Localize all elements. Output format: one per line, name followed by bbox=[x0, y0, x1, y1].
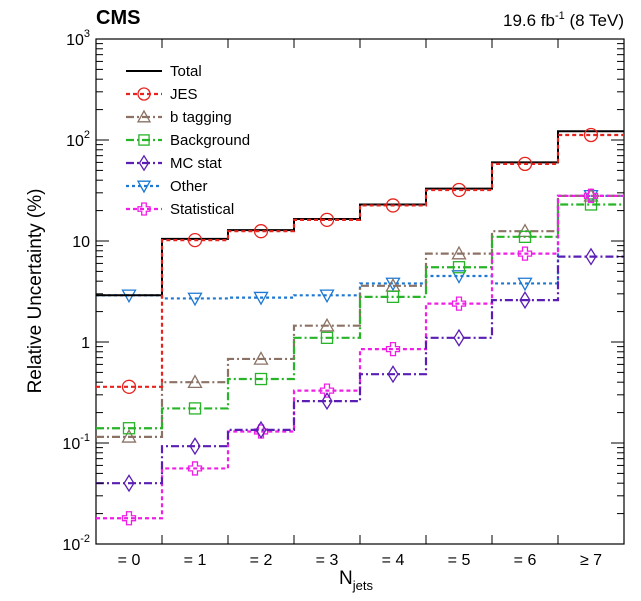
data-point-jes bbox=[451, 182, 467, 198]
legend-label-total: Total bbox=[170, 63, 202, 80]
x-tick-label: = 3 bbox=[316, 552, 339, 569]
legend-marker-background bbox=[138, 134, 150, 146]
data-point-b-tagging bbox=[187, 374, 203, 389]
y-tick-label: 10-1 bbox=[62, 432, 90, 453]
legend-marker-mc-stat bbox=[138, 154, 150, 172]
y-tick-label: 10 bbox=[72, 234, 90, 251]
y-tick-label: 102 bbox=[66, 129, 90, 150]
data-point-mc-stat bbox=[123, 474, 135, 493]
legend-label-mc-stat: MC stat bbox=[170, 155, 223, 172]
y-tick-label: 10-2 bbox=[62, 533, 90, 554]
data-point-background bbox=[320, 331, 334, 344]
x-tick-label: = 0 bbox=[118, 552, 141, 569]
x-axis-title-sub: jets bbox=[352, 578, 374, 593]
data-point-background bbox=[386, 290, 400, 304]
x-tick-label: = 2 bbox=[250, 552, 273, 569]
data-point-background bbox=[122, 422, 136, 435]
x-tick-label: ≥ 7 bbox=[580, 552, 602, 569]
data-point-statistical bbox=[517, 246, 533, 261]
data-point-statistical bbox=[187, 461, 203, 476]
data-point-background bbox=[188, 402, 202, 415]
y-axis-title: Relative Uncertainty (%) bbox=[25, 189, 46, 394]
series-line-statistical bbox=[96, 194, 624, 520]
x-tick-label: = 6 bbox=[514, 552, 537, 569]
data-point-jes bbox=[253, 224, 269, 239]
legend-marker-b-tagging bbox=[136, 109, 152, 123]
legend-marker-statistical bbox=[137, 202, 151, 216]
data-point-other bbox=[319, 289, 335, 304]
data-point-other bbox=[253, 291, 269, 306]
data-point-b-tagging bbox=[319, 317, 335, 332]
data-point-statistical bbox=[583, 188, 599, 203]
data-point-background bbox=[254, 372, 268, 386]
y-tick-label: 1 bbox=[81, 335, 90, 352]
data-point-statistical bbox=[121, 511, 137, 526]
data-point-mc-stat bbox=[519, 291, 531, 310]
lumi-value: 19.6 fb bbox=[503, 11, 555, 30]
experiment-label: CMS bbox=[96, 7, 140, 29]
lumi-energy: (8 TeV) bbox=[565, 11, 624, 30]
series-line-jes bbox=[96, 133, 624, 388]
legend: Total JES b tagging Background MC stat Other S… bbox=[126, 63, 250, 218]
data-point-background bbox=[452, 261, 466, 274]
legend-label-jes: JES bbox=[170, 86, 198, 103]
legend-marker-other bbox=[136, 180, 152, 194]
legend-marker-jes bbox=[137, 87, 151, 101]
data-point-mc-stat bbox=[321, 392, 333, 411]
data-point-jes bbox=[319, 212, 335, 227]
axes: 10-2 10-1 1 10 102 103 = 0 = 1 = 2 = 3 = 4 = 5 = 6 ≥ … bbox=[62, 28, 624, 569]
data-point-statistical bbox=[451, 296, 467, 311]
data-point-background bbox=[518, 230, 532, 243]
data-point-b-tagging bbox=[253, 351, 269, 365]
data-point-mc-stat bbox=[189, 437, 201, 456]
series-line-mc-stat bbox=[96, 255, 624, 485]
x-tick-label: = 1 bbox=[184, 552, 207, 569]
data-point-jes bbox=[517, 156, 533, 172]
x-axis-title: Njets bbox=[339, 568, 373, 593]
x-tick-label: = 4 bbox=[382, 552, 405, 569]
x-tick-label: = 5 bbox=[448, 552, 471, 569]
data-point-jes bbox=[583, 127, 599, 143]
data-point-other bbox=[451, 270, 467, 284]
data-point-jes bbox=[121, 379, 137, 394]
luminosity-label: 19.6 fb-1 (8 TeV) bbox=[503, 10, 624, 30]
series-line-background bbox=[96, 203, 624, 430]
data-point-mc-stat bbox=[585, 247, 597, 266]
data-point-b-tagging bbox=[451, 245, 467, 260]
legend-label-b-tagging: b tagging bbox=[170, 109, 232, 126]
data-point-other bbox=[187, 292, 203, 307]
data-point-other bbox=[517, 277, 533, 292]
y-tick-label: 103 bbox=[66, 28, 90, 49]
legend-label-statistical: Statistical bbox=[170, 201, 234, 218]
data-point-statistical bbox=[385, 341, 401, 357]
legend-label-background: Background bbox=[170, 132, 250, 149]
lumi-exponent: -1 bbox=[555, 10, 565, 22]
data-point-mc-stat bbox=[387, 365, 399, 384]
series-line-total bbox=[96, 130, 624, 297]
data-point-jes bbox=[187, 232, 203, 248]
legend-label-other: Other bbox=[170, 178, 208, 195]
plot-area bbox=[96, 127, 624, 526]
data-point-jes bbox=[385, 198, 401, 213]
data-point-b-tagging bbox=[121, 429, 137, 443]
x-axis-title-main: N bbox=[339, 568, 353, 589]
data-point-mc-stat bbox=[255, 420, 267, 439]
data-point-mc-stat bbox=[453, 328, 465, 347]
data-point-background bbox=[584, 198, 598, 211]
